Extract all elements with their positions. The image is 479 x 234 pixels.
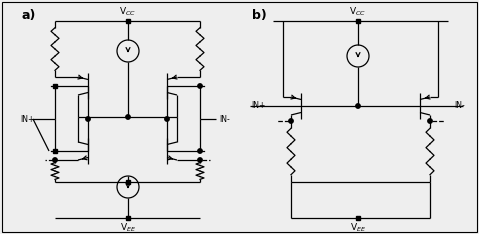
- Text: V$_{CC}$: V$_{CC}$: [119, 6, 137, 18]
- Bar: [126, 19, 130, 23]
- Text: IN+: IN+: [20, 114, 34, 124]
- Text: b): b): [252, 9, 267, 22]
- Bar: [356, 19, 360, 23]
- Text: a): a): [22, 9, 36, 22]
- Text: V$_{CC}$: V$_{CC}$: [350, 6, 366, 18]
- Circle shape: [126, 115, 130, 119]
- Text: V$_{EE}$: V$_{EE}$: [120, 221, 136, 234]
- Text: IN-: IN-: [454, 102, 465, 110]
- Text: IN+: IN+: [251, 102, 265, 110]
- Bar: [126, 180, 130, 184]
- Text: IN-: IN-: [219, 114, 230, 124]
- Bar: [356, 216, 360, 220]
- Circle shape: [198, 84, 202, 88]
- Circle shape: [428, 119, 432, 123]
- Bar: [126, 216, 130, 220]
- Circle shape: [53, 158, 57, 162]
- Text: V$_{EE}$: V$_{EE}$: [350, 221, 366, 234]
- Circle shape: [289, 119, 293, 123]
- Circle shape: [198, 158, 202, 162]
- Circle shape: [165, 117, 169, 121]
- Bar: [53, 84, 57, 88]
- Circle shape: [86, 117, 90, 121]
- Bar: [53, 149, 57, 153]
- Circle shape: [198, 149, 202, 153]
- Circle shape: [356, 104, 360, 108]
